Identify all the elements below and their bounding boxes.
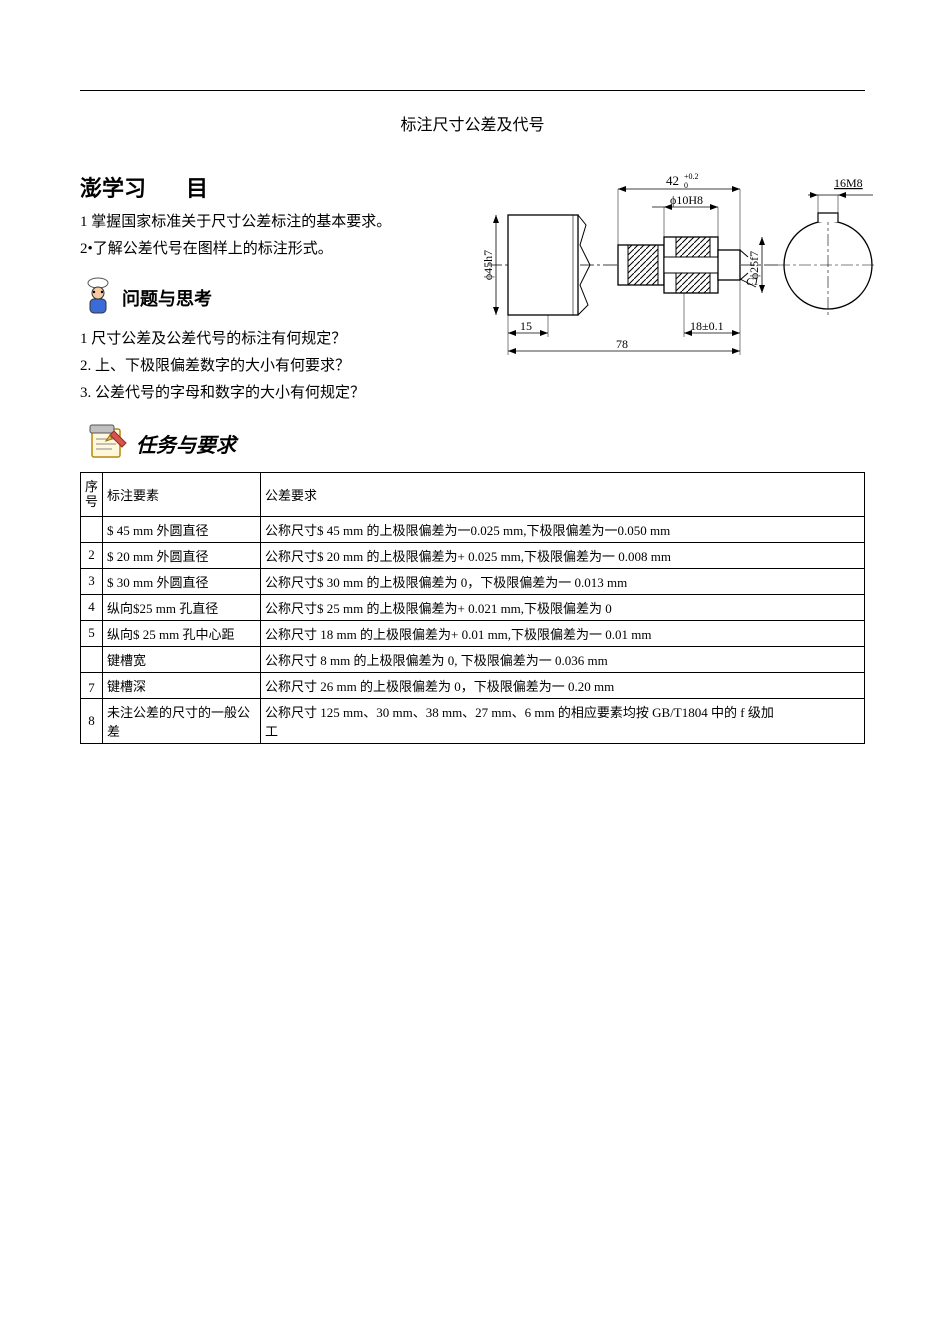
study-heading-row: 澎学习 目 [80,171,460,203]
label-d45h7: ϕ45h7 [481,250,495,280]
label-78: 78 [616,337,628,351]
study-line-2: 2•了解公差代号在图样上的标注形式。 [80,236,460,263]
study-heading: 澎学习 [80,171,146,203]
col-seq: 序号 [81,473,103,517]
col-elem: 标注要素 [103,473,261,517]
qna-heading-row: 问题与思考 [80,275,460,320]
engineering-drawing: C1 ϕ45h7 ϕ25f7 42 +0.2 0 [478,165,878,365]
label-d25f7: ϕ25f7 [747,251,761,279]
qna-line-1: 1 尺寸公差及公差代号的标注有何规定？ [80,326,460,353]
cell-tol: 公称尺寸 8 mm 的上极限偏差为 0, 下极限偏差为一 0.036 mm [261,647,865,673]
table-row: 8 未注公差的尺寸的一般公差 公称尺寸 125 mm、30 mm、38 mm、2… [81,699,865,744]
person-icon [80,275,116,320]
table-row: 5 纵向$ 25 mm 孔中心距 公称尺寸 18 mm 的上极限偏差为+ 0.0… [81,621,865,647]
cell-elem: 纵向$ 25 mm 孔中心距 [103,621,261,647]
req-heading: 任务与要求 [136,429,236,458]
cell-elem: 键槽宽 [103,647,261,673]
table-row: 3 $ 30 mm 外圆直径 公称尺寸$ 30 mm 的上极限偏差为 0，下极限… [81,569,865,595]
cell-seq: 7 [81,673,103,699]
label-16m8: 16M8 [834,176,863,190]
cell-seq [81,647,103,673]
table-row: 2 $ 20 mm 外圆直径 公称尺寸$ 20 mm 的上极限偏差为+ 0.02… [81,543,865,569]
cell-tol: 公称尺寸 125 mm、30 mm、38 mm、27 mm、6 mm 的相应要素… [261,699,865,744]
qna-heading: 问题与思考 [122,285,212,311]
cell-tol: 公称尺寸 26 mm 的上极限偏差为 0，下极限偏差为一 0.20 mm [261,673,865,699]
cell-elem: 键槽深 [103,673,261,699]
table-row: 4 纵向$25 mm 孔直径 公称尺寸$ 25 mm 的上极限偏差为+ 0.02… [81,595,865,621]
cell-elem: 未注公差的尺寸的一般公差 [103,699,261,744]
qna-line-2: 2. 上、下极限偏差数字的大小有何要求？ [80,353,460,380]
table-row: 键槽宽 公称尺寸 8 mm 的上极限偏差为 0, 下极限偏差为一 0.036 m… [81,647,865,673]
qna-line-3: 3. 公差代号的字母和数字的大小有何规定？ [80,380,460,407]
label-42: 42 [666,173,679,188]
req-heading-row: 任务与要求 [86,421,865,466]
page-title: 标注尺寸公差及代号 [80,111,865,135]
study-line-1: 1 掌握国家标准关于尺寸公差标注的基本要求。 [80,209,460,236]
label-d10h8: ϕ10H8 [670,193,703,207]
col-tol: 公差要求 [261,473,865,517]
cell-seq: 5 [81,621,103,647]
requirements-table: 序号 标注要素 公差要求 $ 45 mm 外圆直径 公称尺寸$ 45 mm 的上… [80,472,865,744]
cell-tol: 公称尺寸$ 45 mm 的上极限偏差为一0.025 mm,下极限偏差为一0.05… [261,517,865,543]
study-mu: 目 [186,171,208,203]
cell-elem: $ 20 mm 外圆直径 [103,543,261,569]
label-15: 15 [520,319,532,333]
cell-elem: 纵向$25 mm 孔直径 [103,595,261,621]
clipboard-icon [86,421,130,466]
label-42-lower: 0 [684,181,688,190]
cell-elem: $ 30 mm 外圆直径 [103,569,261,595]
table-header-row: 序号 标注要素 公差要求 [81,473,865,517]
label-42-upper: +0.2 [684,172,699,181]
cell-seq: 3 [81,569,103,595]
cell-seq: 2 [81,543,103,569]
cell-seq: 8 [81,699,103,744]
cell-tol: 公称尺寸$ 20 mm 的上极限偏差为+ 0.025 mm,下极限偏差为一 0.… [261,543,865,569]
cell-seq [81,517,103,543]
table-row: $ 45 mm 外圆直径 公称尺寸$ 45 mm 的上极限偏差为一0.025 m… [81,517,865,543]
cell-tol: 公称尺寸$ 30 mm 的上极限偏差为 0，下极限偏差为一 0.013 mm [261,569,865,595]
label-18: 18±0.1 [690,319,724,333]
cell-tol: 公称尺寸$ 25 mm 的上极限偏差为+ 0.021 mm,下极限偏差为 0 [261,595,865,621]
cell-elem: $ 45 mm 外圆直径 [103,517,261,543]
table-row: 7 键槽深 公称尺寸 26 mm 的上极限偏差为 0，下极限偏差为一 0.20 … [81,673,865,699]
cell-tol: 公称尺寸 18 mm 的上极限偏差为+ 0.01 mm,下极限偏差为一 0.01… [261,621,865,647]
cell-seq: 4 [81,595,103,621]
